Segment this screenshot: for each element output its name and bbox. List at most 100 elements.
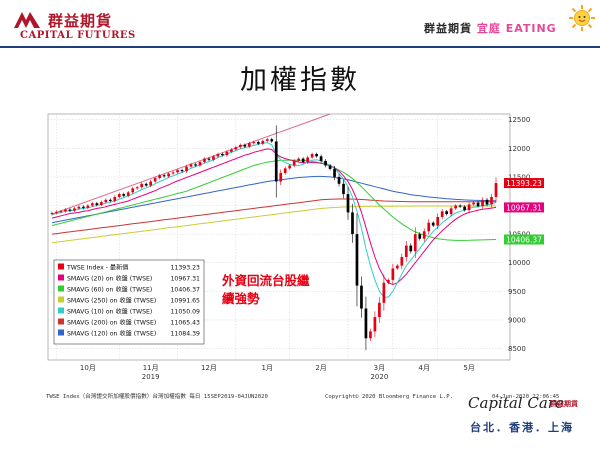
candle-body-up (189, 164, 193, 167)
candlestick (176, 168, 179, 174)
candlestick (185, 164, 188, 174)
candlestick (212, 154, 215, 162)
candle-body-up (91, 203, 94, 206)
candle-body-down (333, 168, 336, 177)
value-label-text: 11393.23 (506, 179, 542, 188)
slogan-part-a: 群益期貨 (424, 22, 472, 35)
candle-body-up (395, 265, 399, 269)
candle-body-up (140, 183, 144, 188)
candle-body-up (239, 144, 242, 148)
candlestick (274, 125, 278, 198)
candle-body-up (104, 199, 108, 203)
candlestick (351, 203, 354, 243)
candle-body-down (431, 222, 435, 226)
candlestick (265, 137, 269, 143)
candlestick (198, 160, 202, 167)
candlestick (239, 143, 242, 149)
candlestick (99, 200, 103, 207)
header-slogan: 群益期貨 宜庭 EATING (424, 20, 557, 36)
candle-body-up (265, 139, 269, 141)
legend-row: SMAVG (20) on 收盤 (TWSE) 10967.31 (58, 274, 200, 283)
candlestick (364, 296, 368, 351)
candlestick (422, 228, 426, 242)
candle-body-down (108, 199, 112, 201)
legend-row: TWSE Index - 最新價 11393.23 (58, 263, 200, 272)
candle-body-down (360, 285, 363, 309)
legend-row: SMAVG (60) on 收盤 (TWSE) 10406.37 (58, 285, 200, 294)
candle-body-up (50, 212, 54, 215)
candle-body-up (436, 216, 440, 226)
candle-body-up (490, 196, 493, 205)
candlestick (91, 201, 94, 207)
candle-body-down (207, 158, 211, 160)
candle-body-up (427, 222, 431, 232)
candlestick (297, 157, 301, 163)
y-tick-label: 12000 (508, 145, 530, 153)
office-cities: 台北．香港．上海 (470, 421, 574, 434)
candlestick (252, 140, 256, 145)
legend-value: 10406.37 (170, 287, 200, 294)
candlestick (261, 139, 265, 146)
candlestick (409, 243, 413, 254)
chart-copyright: Copyright© 2020 Bloomberg Finance L.P. (325, 394, 453, 400)
candle-body-up (212, 156, 215, 160)
candle-body-down (346, 194, 350, 213)
candle-body-up (55, 211, 58, 213)
candle-body-up (99, 202, 103, 205)
candlestick (221, 152, 224, 157)
company-name-cn: 群益期貨 (48, 12, 113, 30)
candle-body-down (144, 183, 148, 186)
company-logo-mark-icon (14, 12, 40, 28)
value-label-box (504, 178, 544, 189)
candlestick (194, 162, 197, 167)
candlestick (122, 192, 126, 198)
capital-care-subbrand: 群益期貨 (550, 400, 578, 408)
candle-body-down (95, 203, 99, 205)
candlestick (494, 177, 498, 203)
value-label-box (504, 234, 544, 245)
value-label: 11393.23 (504, 178, 544, 189)
legend-swatch (58, 285, 64, 292)
candle-body-up (113, 196, 117, 201)
candle-body-down (476, 202, 480, 207)
legend-value: 10967.31 (170, 276, 200, 283)
candlestick (472, 201, 475, 206)
candle-body-up (373, 317, 377, 332)
candlestick (283, 166, 287, 175)
candlestick (216, 152, 220, 158)
candlestick (328, 164, 332, 171)
candle-body-up (176, 170, 179, 173)
candlestick (55, 210, 58, 215)
candlestick (131, 186, 135, 194)
x-tick-label: 12月 (201, 364, 217, 372)
page-title: 加權指數 (240, 65, 360, 96)
candle-body-up (131, 188, 135, 193)
value-label-text: 10406.37 (506, 235, 542, 244)
candle-body-up (216, 154, 220, 157)
candle-body-up (283, 168, 287, 173)
annotation-line-1: 外資回流台股繼 (221, 273, 310, 288)
candlestick (292, 159, 296, 168)
value-label: 10406.37 (504, 234, 544, 244)
candle-body-up (171, 172, 175, 174)
candlestick (243, 143, 247, 149)
candlestick (189, 162, 193, 169)
candlestick (431, 221, 435, 227)
candle-body-down (270, 139, 274, 142)
candlestick (378, 297, 381, 323)
legend-value: 11050.09 (170, 309, 200, 316)
candlestick (476, 201, 480, 208)
x-tick-label: 1月 (262, 364, 273, 372)
candlestick (144, 182, 148, 187)
candle-body-up (73, 208, 76, 211)
candle-body-down (324, 160, 327, 166)
value-labels: 11393.23 10967.31 10406.37 (504, 178, 544, 244)
candlestick (458, 204, 462, 209)
candle-body-down (409, 245, 413, 252)
legend-value: 11065.43 (170, 320, 200, 327)
candlestick (467, 202, 471, 213)
candle-body-up (387, 279, 390, 283)
value-label-box (504, 202, 544, 213)
candle-body-up (230, 149, 233, 152)
candle-body-up (279, 172, 283, 182)
